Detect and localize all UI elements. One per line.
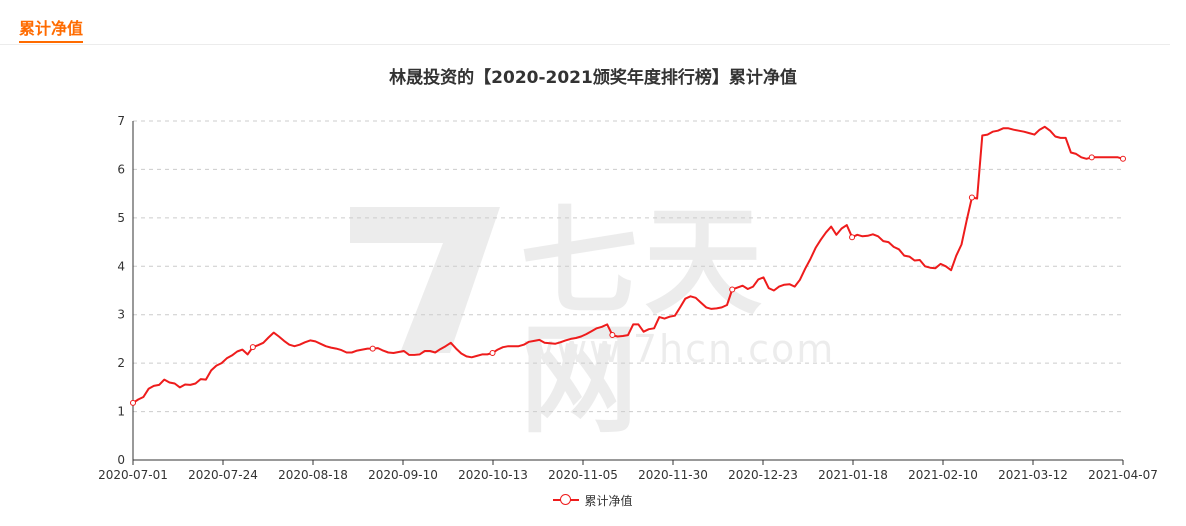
section-title: 累计净值 [19,19,84,43]
data-point [369,345,376,352]
chart-title: 林晟投资的【2020-2021颁奖年度排行榜】累计净值 [389,68,797,88]
x-tick-label: 2021-03-12 [998,468,1068,482]
x-tick-label: 2020-11-05 [548,468,618,482]
y-tick-label: 2 [117,356,125,370]
y-tick-label: 1 [117,405,125,419]
x-tick-label: 2020-08-18 [278,468,348,482]
data-point [609,332,616,339]
data-point [249,344,256,351]
x-tick-label: 2020-09-10 [368,468,438,482]
watermark-logo-icon [350,207,500,353]
x-tick-label: 2020-10-13 [458,468,528,482]
series-line [132,125,1124,404]
x-tick-label: 2020-11-30 [638,468,708,482]
x-tick-label: 2021-01-18 [818,468,888,482]
data-point [1120,155,1126,162]
y-tick-label: 3 [117,308,125,322]
data-point [729,286,736,293]
x-tick-label: 2020-07-01 [98,468,168,482]
data-point [968,194,975,201]
section-header: 累计净值 [0,0,1170,45]
legend-label: 累计净值 [584,493,633,508]
x-tick-label: 2020-12-23 [728,468,798,482]
x-tick-label: 2020-07-24 [188,468,258,482]
x-tick-label: 2021-04-07 [1088,468,1158,482]
x-tick-label: 2021-02-10 [908,468,978,482]
y-tick-label: 0 [117,453,125,467]
watermark-url: www.7hcn.com [523,327,836,371]
watermark: 七天网 www.7hcn.com [345,203,855,439]
y-tick-label: 4 [117,259,125,273]
data-point [130,399,136,406]
data-point [1088,154,1095,161]
y-tick-label: 7 [117,114,125,128]
data-point [489,349,496,356]
data-point [849,234,856,241]
legend-line-icon [553,493,580,507]
watermark-text: 七天网 [520,193,769,449]
y-tick-label: 5 [117,211,125,225]
legend[interactable]: 累计净值 [0,490,1186,510]
y-tick-label: 6 [117,162,125,176]
